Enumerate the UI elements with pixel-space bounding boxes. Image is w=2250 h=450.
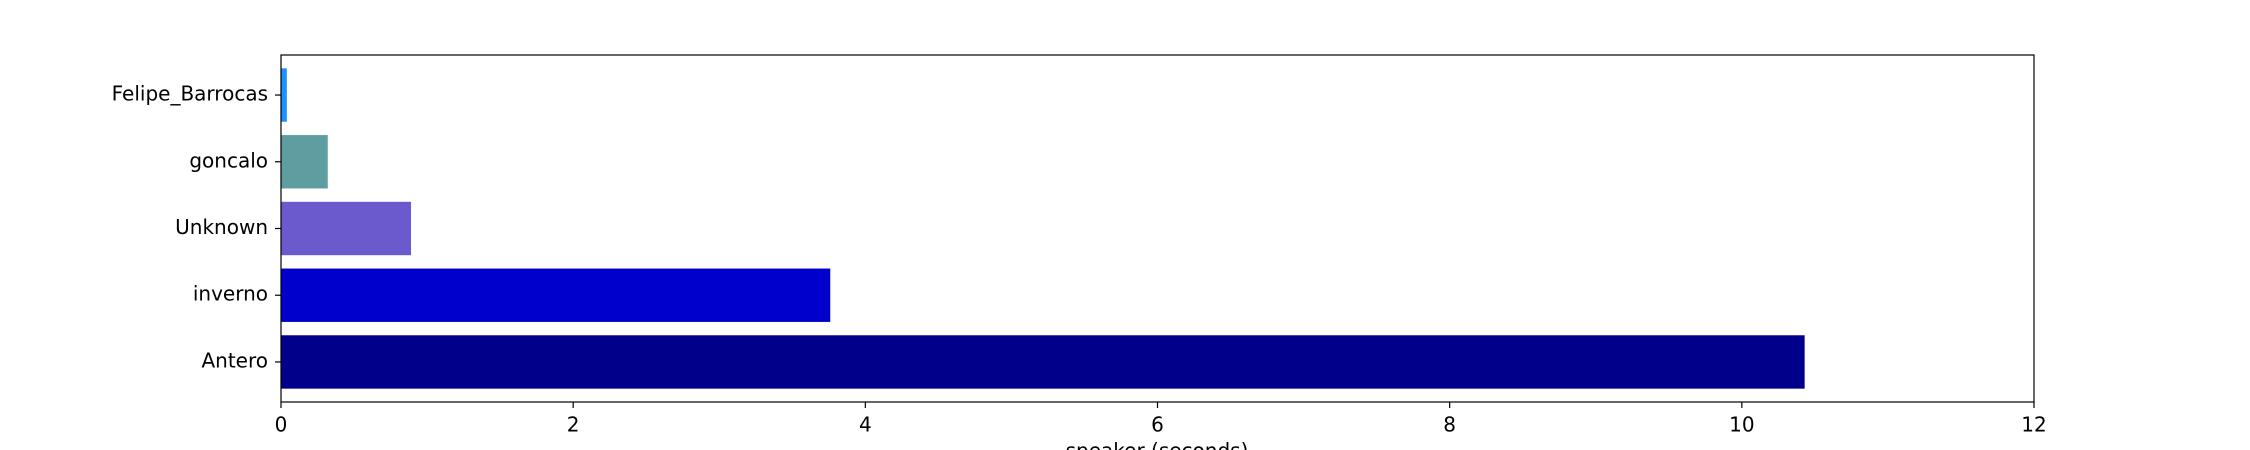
x-tick-label: 10 <box>1729 413 1754 437</box>
x-tick-label: 0 <box>275 413 288 437</box>
x-tick-label: 4 <box>859 413 872 437</box>
bar <box>281 68 287 122</box>
x-axis-label: speaker (seconds) <box>1066 439 1249 450</box>
x-tick-label: 6 <box>1151 413 1164 437</box>
bar <box>281 335 1805 389</box>
y-tick-label: goncalo <box>189 148 268 172</box>
y-tick-label: Felipe_Barrocas <box>112 82 268 106</box>
x-tick-label: 2 <box>567 413 580 437</box>
x-tick-label: 12 <box>2021 413 2046 437</box>
x-tick-label: 8 <box>1443 413 1456 437</box>
bar <box>281 201 412 256</box>
bar <box>281 135 328 189</box>
y-tick-label: Antero <box>201 348 268 372</box>
bar <box>281 268 831 322</box>
plot-frame <box>280 54 2035 403</box>
y-tick-label: Unknown <box>175 215 268 239</box>
y-tick-label: inverno <box>193 282 268 306</box>
